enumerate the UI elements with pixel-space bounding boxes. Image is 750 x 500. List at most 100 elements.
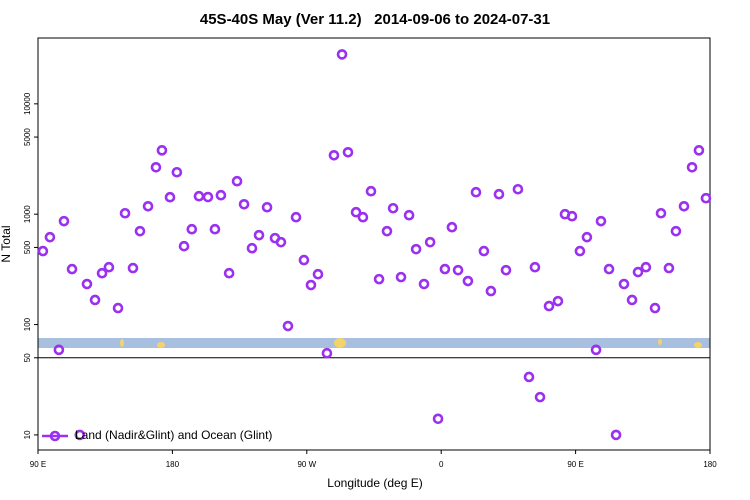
point — [164, 191, 176, 203]
y-tick-label: 10000 — [23, 92, 32, 115]
x-tick-label: 90 E — [30, 460, 46, 469]
point — [238, 198, 250, 210]
point — [543, 300, 555, 312]
point — [574, 245, 586, 257]
x-axis-label: Longitude (deg E) — [327, 476, 422, 490]
point — [462, 275, 474, 287]
point — [534, 391, 546, 403]
y-tick-label: 1000 — [23, 205, 32, 223]
point — [439, 263, 451, 275]
point — [223, 267, 235, 279]
point — [321, 347, 333, 359]
point — [387, 202, 399, 214]
point — [626, 294, 638, 306]
point — [581, 231, 593, 243]
point — [150, 162, 162, 173]
point — [418, 278, 430, 290]
point — [81, 278, 93, 290]
point — [424, 236, 436, 248]
point — [693, 145, 705, 156]
point — [610, 429, 622, 441]
point — [96, 267, 108, 279]
point — [282, 320, 294, 332]
point — [253, 229, 265, 241]
y-axis-label: N Total — [0, 225, 13, 262]
point — [523, 371, 535, 383]
point — [446, 221, 458, 233]
point — [209, 223, 221, 235]
point — [231, 175, 243, 187]
point — [663, 262, 675, 274]
point — [66, 263, 78, 275]
point — [478, 245, 490, 257]
point — [403, 209, 415, 221]
point — [178, 240, 190, 252]
point — [452, 264, 464, 276]
x-tick-label: 180 — [703, 460, 717, 469]
point — [357, 211, 369, 223]
point — [305, 279, 317, 291]
y-tick-label: 50 — [23, 353, 32, 362]
point — [410, 243, 422, 255]
point — [381, 225, 393, 237]
point — [640, 261, 652, 273]
point — [290, 211, 302, 223]
point — [37, 245, 49, 257]
point — [618, 278, 630, 290]
x-tick-label: 90 W — [297, 460, 316, 469]
y-tick-label: 5000 — [23, 128, 32, 146]
point — [552, 295, 564, 307]
point — [171, 166, 183, 178]
point — [529, 261, 541, 273]
point — [512, 183, 524, 195]
point — [134, 225, 146, 237]
point — [74, 429, 86, 441]
point — [373, 273, 385, 285]
point — [603, 263, 615, 275]
chart-title: 45S-40S May (Ver 11.2) 2014-09-06 to 202… — [200, 11, 550, 28]
point — [44, 231, 56, 243]
point — [649, 302, 661, 314]
point — [103, 261, 115, 273]
point — [193, 190, 205, 202]
legend-label: Land (Nadir&Glint) and Ocean (Glint) — [75, 428, 272, 442]
y-tick-label: 100 — [23, 317, 32, 331]
point — [342, 146, 354, 158]
point — [186, 223, 198, 235]
point — [566, 210, 578, 222]
point — [215, 189, 227, 201]
point — [686, 162, 698, 173]
point — [432, 413, 444, 425]
point — [312, 268, 324, 280]
x-tick-label: 180 — [166, 460, 180, 469]
point — [670, 225, 682, 237]
point — [119, 207, 131, 219]
point — [202, 191, 214, 203]
y-tick-label: 500 — [23, 240, 32, 254]
point — [655, 207, 667, 219]
point — [53, 344, 65, 356]
x-tick-label: 90 E — [567, 460, 583, 469]
point — [500, 264, 512, 276]
point — [700, 192, 712, 204]
point — [336, 49, 348, 60]
point — [590, 344, 602, 356]
point — [470, 186, 482, 198]
point — [89, 294, 101, 306]
point — [493, 188, 505, 200]
point — [595, 215, 607, 227]
y-tick-label: 10 — [23, 430, 32, 439]
point — [261, 201, 273, 213]
point — [156, 145, 168, 156]
surface-strip — [38, 338, 710, 348]
point — [112, 302, 124, 314]
point — [678, 200, 690, 212]
point — [632, 266, 644, 278]
point — [365, 185, 377, 197]
point — [395, 271, 407, 283]
legend-marker — [49, 430, 61, 442]
point — [246, 242, 258, 254]
point — [298, 254, 310, 266]
point — [58, 215, 70, 227]
